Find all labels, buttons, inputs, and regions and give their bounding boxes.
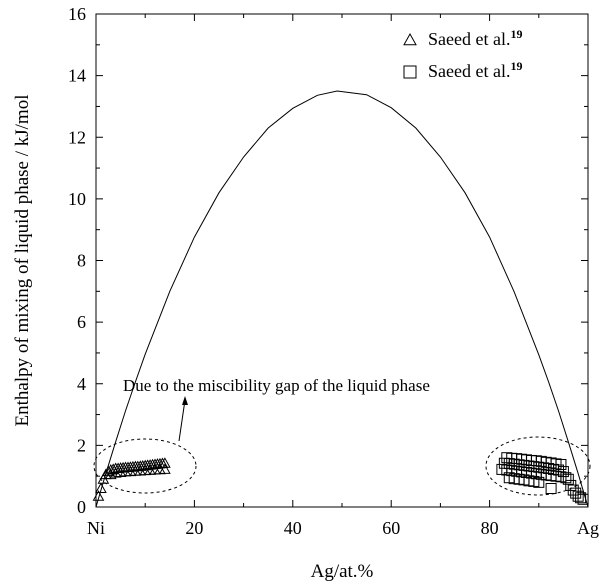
- triangle-point: [104, 463, 117, 475]
- x-tick-label: Ag: [577, 518, 599, 538]
- legend-label: Saeed et al.19: [428, 27, 522, 49]
- x-tick-label: 20: [185, 518, 203, 538]
- y-tick-label: 14: [68, 66, 86, 86]
- y-tick-label: 8: [77, 251, 86, 271]
- annotation-text: Due to the miscibility gap of the liquid…: [123, 376, 430, 395]
- square-point: [562, 473, 574, 485]
- square-point: [545, 483, 557, 495]
- legend-superscript: 19: [510, 59, 522, 73]
- triangle-point: [95, 482, 107, 494]
- x-axis-title: Ag/at.%: [311, 561, 374, 582]
- ellipse-left: [93, 438, 197, 494]
- y-tick-label: 2: [77, 435, 86, 455]
- legend-superscript: 19: [510, 27, 522, 41]
- y-tick-label: 12: [68, 127, 86, 147]
- legend-label: Saeed et al.19: [428, 59, 522, 81]
- plot-marks: [92, 90, 589, 508]
- square-point: [575, 492, 587, 504]
- x-tick-label: 80: [481, 518, 499, 538]
- x-tick-label: 60: [382, 518, 400, 538]
- triangle-point: [159, 463, 171, 474]
- y-tick-label: 16: [68, 4, 86, 24]
- triangle-point: [159, 457, 171, 468]
- triangle-point: [104, 468, 117, 480]
- axis-ticks: 0 2 4 6 8 10 12 14 16 Ni 20 40 60 80 Ag: [68, 4, 599, 538]
- x-tick-label: 40: [284, 518, 302, 538]
- legend: Saeed et al.19 Saeed et al.19: [403, 27, 522, 81]
- calculated-curve: [95, 90, 589, 508]
- y-tick-label: 4: [77, 374, 86, 394]
- square-point: [533, 476, 545, 488]
- annotation-arrowhead: [182, 396, 188, 405]
- ellipse-right: [485, 436, 591, 496]
- y-tick-label: 6: [77, 312, 86, 332]
- legend-triangle-marker: [403, 32, 417, 46]
- triangle-point: [102, 465, 115, 477]
- annotation-group: Due to the miscibility gap of the liquid…: [93, 376, 591, 496]
- legend-square-marker: [403, 65, 417, 79]
- annotation-arrow: [178, 399, 186, 442]
- y-axis-title: Enthalpy of mixing of liquid phase / kJ/…: [12, 95, 33, 427]
- x-tick-label: Ni: [87, 518, 105, 538]
- y-tick-label: 10: [68, 189, 86, 209]
- y-tick-label: 0: [77, 497, 86, 517]
